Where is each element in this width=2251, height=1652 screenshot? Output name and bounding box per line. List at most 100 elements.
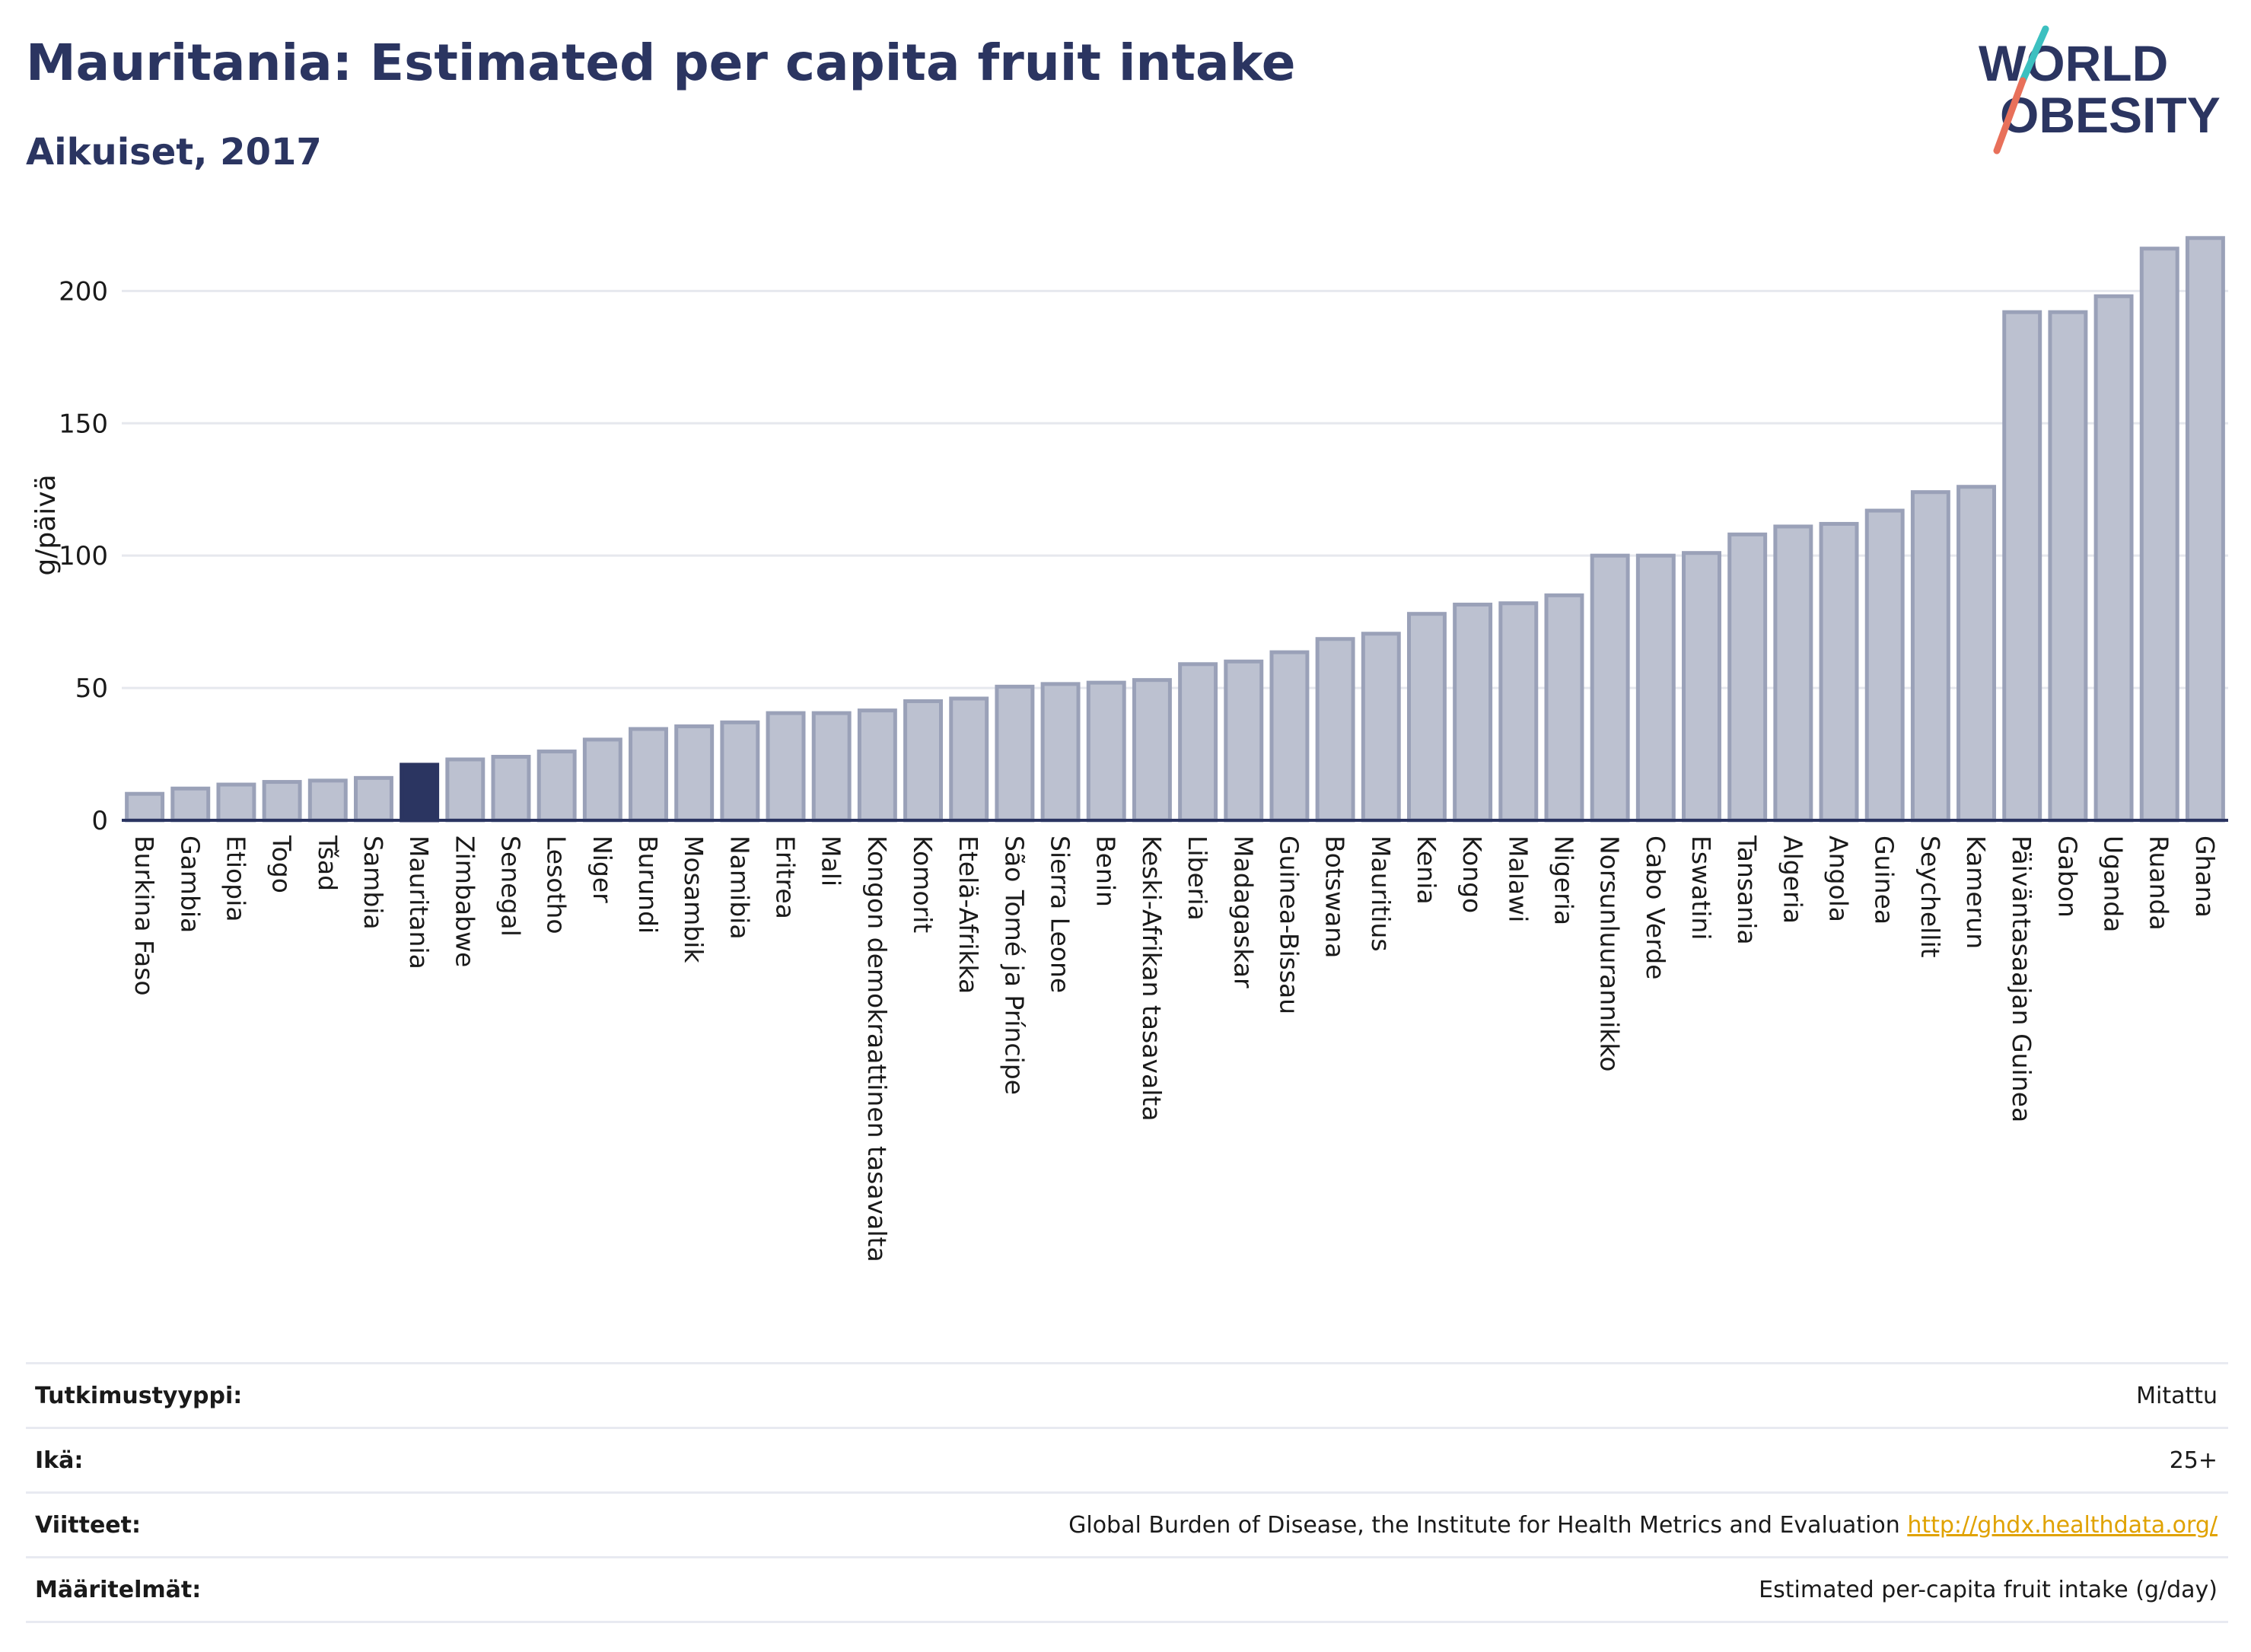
- x-tick-label: Namibia: [724, 836, 754, 940]
- bar-mali: [811, 711, 852, 823]
- world-obesity-logo: WORLD OBESITY: [1979, 25, 2221, 154]
- bar-madagaskar: [1224, 659, 1264, 823]
- y-tick-label: 150: [59, 409, 108, 439]
- bar-eritrea: [766, 711, 806, 823]
- info-value-text: Mitattu: [2136, 1382, 2218, 1409]
- x-tick-label: Päiväntasaajan Guinea: [2007, 836, 2036, 1122]
- x-tick-label: Madagaskar: [1228, 836, 1258, 988]
- x-tick-label: Mali: [817, 836, 846, 886]
- x-tick-label: Cabo Verde: [1641, 836, 1670, 979]
- info-value-text: 25+: [2169, 1447, 2218, 1474]
- source-link[interactable]: http://ghdx.healthdata.org/: [1907, 1511, 2218, 1539]
- bar-kongo: [1453, 603, 1493, 823]
- x-tick-label: Sierra Leone: [1046, 836, 1075, 993]
- bar-seychellit: [1910, 490, 1950, 823]
- x-tick-label: Burundi: [633, 836, 663, 934]
- x-tick-label: Gabon: [2052, 836, 2082, 918]
- x-tick-labels: Burkina Faso Gambia Etiopia Togo Tšad Sambia M…: [129, 835, 2220, 1262]
- x-tick-label: Kongo: [1457, 836, 1487, 913]
- logo-slash-coral: [1993, 77, 2027, 154]
- info-row: Viitteet: Global Burden of Disease, the I…: [26, 1491, 2228, 1556]
- y-axis-label: g/päivä: [30, 474, 62, 575]
- bar-mauritania: [400, 762, 440, 823]
- bar-botswana: [1315, 637, 1355, 823]
- bar-t-ad: [307, 778, 348, 823]
- bar-keski-afrikan-tasavalta: [1132, 678, 1172, 823]
- x-tick-label: Komorit: [908, 836, 938, 933]
- x-tick-label: Burkina Faso: [129, 836, 159, 996]
- bar-gabon: [2048, 310, 2088, 823]
- logo-line1: WORLD: [1979, 35, 2168, 91]
- logo-line2: OBESITY: [2000, 87, 2221, 143]
- x-tick-label: Tansania: [1732, 835, 1762, 945]
- bars: [125, 236, 2225, 823]
- bar-ghana: [2185, 236, 2225, 823]
- x-tick-label: Zimbabwe: [450, 836, 479, 967]
- bar-algeria: [1773, 524, 1813, 823]
- bar-guinea-bissau: [1269, 650, 1310, 823]
- info-label: Tutkimustyyppi:: [35, 1382, 243, 1409]
- bar-kenia: [1406, 612, 1447, 823]
- bar-chart: 0 50 100 150 200 Burkina Faso Gambia Etiopia To…: [30, 236, 2228, 1262]
- bar-gambia: [170, 786, 211, 823]
- x-tick-label: Togo: [267, 835, 297, 893]
- x-tick-label: Norsunluurannikko: [1595, 836, 1625, 1072]
- x-tick-label: Sambia: [358, 836, 388, 930]
- bar-malawi: [1498, 601, 1539, 823]
- x-tick-label: Eswatini: [1686, 836, 1716, 940]
- x-tick-label: Kongon demokraattinen tasavalta: [862, 836, 892, 1262]
- x-tick-label: Uganda: [2099, 836, 2128, 932]
- x-tick-label: Kenia: [1412, 836, 1441, 905]
- x-tick-label: Nigeria: [1549, 836, 1578, 925]
- info-value: Global Burden of Disease, the Institute …: [1068, 1512, 2228, 1539]
- y-tick-label: 50: [75, 673, 108, 704]
- bar-nigeria: [1544, 593, 1584, 823]
- x-tick-label: Guinea: [1870, 836, 1899, 925]
- bar-kamerun: [1956, 485, 1997, 823]
- y-tick-label: 200: [59, 276, 108, 307]
- bar-niger: [582, 737, 622, 823]
- y-tick-labels: 0 50 100 150 200: [59, 276, 108, 836]
- bar-tansania: [1727, 532, 1768, 823]
- bar-p-iv-ntasaajan-guinea: [2002, 310, 2042, 823]
- bar-burundi: [629, 727, 668, 823]
- page-subtitle: Aikuiset, 2017: [26, 131, 322, 173]
- x-tick-label: Liberia: [1183, 836, 1212, 921]
- page-title: Mauritania: Estimated per capita fruit i…: [26, 33, 1296, 92]
- logo-slash-teal: [2019, 25, 2049, 84]
- x-tick-label: Gambia: [175, 836, 205, 933]
- bar-guinea: [1864, 508, 1905, 823]
- bar-kongon-demokraattinen-tasavalta: [857, 708, 897, 823]
- info-value-text: Global Burden of Disease, the Institute …: [1068, 1511, 1900, 1539]
- info-table: Tutkimustyyppi: Mitattu Ikä: 25+ Viitteet: Gl…: [26, 1362, 2228, 1623]
- info-value-text: Estimated per-capita fruit intake (g/day…: [1759, 1576, 2218, 1603]
- info-value: Estimated per-capita fruit intake (g/day…: [1759, 1577, 2228, 1603]
- x-tick-label: Mauritius: [1366, 836, 1396, 952]
- bar-lesotho: [536, 750, 577, 823]
- bar-s-o-tom-ja-pr-ncipe: [995, 684, 1035, 823]
- x-tick-label: Guinea-Bissau: [1274, 836, 1304, 1014]
- x-tick-label: Keski-Afrikan tasavalta: [1137, 836, 1167, 1122]
- bar-zimbabwe: [445, 757, 486, 823]
- info-row: Ikä: 25+: [26, 1427, 2228, 1491]
- bar-komorit: [903, 699, 944, 823]
- x-tick-label: Malawi: [1503, 836, 1533, 922]
- x-tick-label: Seychellit: [1915, 836, 1945, 958]
- x-tick-label: Mosambik: [679, 836, 708, 963]
- x-tick-label: Benin: [1091, 836, 1121, 907]
- x-tick-label: Mauritania: [404, 836, 434, 969]
- x-tick-label: Senegal: [495, 836, 525, 937]
- x-tick-label: Eritrea: [771, 836, 801, 919]
- y-tick-label: 0: [91, 806, 108, 836]
- x-tick-label: Algeria: [1778, 836, 1807, 924]
- bar-mauritius: [1361, 632, 1401, 823]
- x-tick-label: Lesotho: [542, 836, 572, 934]
- x-tick-label: Angola: [1824, 836, 1854, 922]
- x-tick-label: Etelä-Afrikka: [954, 836, 983, 994]
- bar-angola: [1819, 521, 1859, 823]
- info-label: Määritelmät:: [35, 1576, 202, 1603]
- y-tick-label: 100: [59, 541, 108, 571]
- bar-burkina-faso: [125, 791, 165, 823]
- x-tick-label: Niger: [587, 836, 617, 903]
- x-tick-label: São Tomé ja Príncipe: [999, 836, 1029, 1095]
